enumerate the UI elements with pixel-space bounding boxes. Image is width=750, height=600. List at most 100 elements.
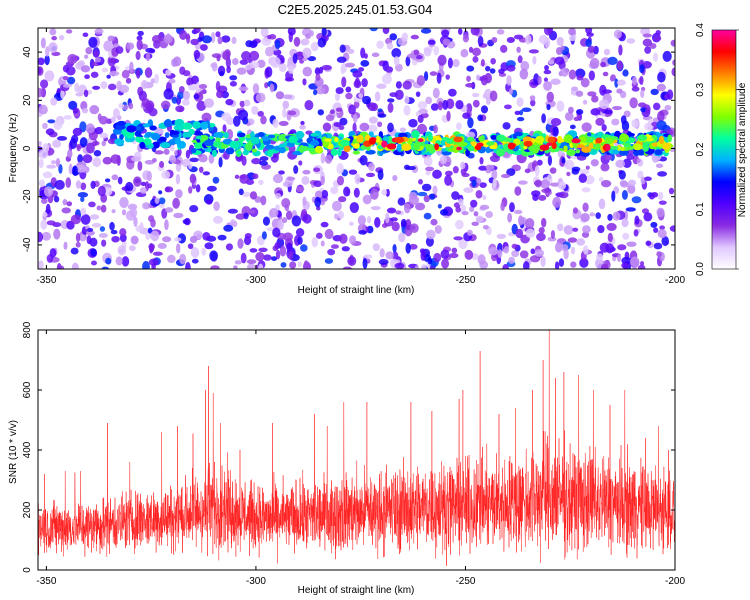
spectrogram-cell bbox=[189, 173, 197, 184]
spectrogram-cell bbox=[482, 224, 489, 230]
spectrogram-cell bbox=[264, 82, 269, 89]
spectrogram-cell bbox=[349, 235, 357, 245]
spectrogram-cell bbox=[353, 100, 360, 109]
spectrogram-cell bbox=[605, 154, 612, 161]
spectrogram-cell bbox=[382, 73, 392, 85]
spectrogram-cell bbox=[81, 107, 89, 114]
spectrogram-cell bbox=[302, 214, 312, 224]
spectrogram-cell bbox=[135, 50, 141, 61]
spectrogram-cell bbox=[58, 163, 63, 174]
spectrogram-cell bbox=[75, 164, 86, 173]
spectrogram-cell bbox=[139, 187, 147, 194]
spectrogram-cell bbox=[302, 169, 311, 175]
spectrogram-cell bbox=[239, 173, 249, 184]
chart-title: C2E5.2025.245.01.53.G04 bbox=[278, 2, 433, 17]
spectrogram-cell bbox=[466, 65, 475, 72]
spectrogram-cell bbox=[75, 180, 82, 189]
spectrogram-cell bbox=[352, 114, 358, 124]
spectrogram-cell bbox=[286, 176, 296, 181]
spectrogram-cell bbox=[387, 102, 394, 113]
spectrogram-cell bbox=[600, 61, 607, 68]
spectrogram-cell bbox=[51, 35, 58, 41]
spectrogram-cell bbox=[543, 77, 549, 83]
spectrogram-cell bbox=[331, 200, 342, 212]
spectrogram-cell bbox=[257, 110, 264, 117]
spectrogram-cell bbox=[65, 177, 72, 189]
spectrogram-band-cell bbox=[563, 134, 574, 143]
spectrogram-cell bbox=[519, 250, 529, 259]
spectrogram-band-cell bbox=[466, 136, 475, 143]
spectrogram-cell bbox=[600, 180, 612, 188]
spectrogram-cell bbox=[139, 222, 144, 233]
spectrogram-cell bbox=[656, 83, 666, 92]
spectrogram-cell bbox=[46, 164, 57, 169]
spectrogram-cell bbox=[230, 219, 236, 226]
spectrogram-cell bbox=[572, 227, 579, 232]
spectrogram-cell bbox=[339, 44, 346, 53]
spectrogram-cell bbox=[71, 262, 79, 269]
spectrogram-cell bbox=[86, 227, 94, 232]
spectrogram-cell bbox=[625, 207, 636, 212]
spectrogram-cell bbox=[600, 163, 610, 172]
spectrogram-cell bbox=[160, 100, 171, 110]
spectrogram-cell bbox=[212, 176, 220, 184]
spectrogram-band-cell bbox=[368, 131, 374, 137]
spectrogram-cell bbox=[653, 102, 661, 111]
spectrogram-cell bbox=[202, 171, 211, 176]
spectrogram-cell bbox=[544, 28, 553, 36]
spectrogram-cell bbox=[622, 232, 630, 240]
spectrogram-cell bbox=[339, 233, 348, 244]
spectrogram-cell bbox=[173, 149, 179, 156]
spectrogram-cell bbox=[647, 118, 653, 130]
spectrogram-cell bbox=[133, 176, 142, 187]
spectrogram-cell bbox=[190, 38, 199, 46]
spectrogram-band-cell bbox=[278, 147, 286, 154]
spectrogram-cell bbox=[77, 192, 89, 198]
spectrogram-cell bbox=[657, 71, 666, 83]
spectrogram-cell bbox=[84, 74, 90, 80]
spectrogram-cell bbox=[417, 191, 428, 197]
spectrogram-band-cell bbox=[200, 135, 209, 141]
spectrogram-cell bbox=[436, 72, 442, 84]
spectrogram-cell bbox=[513, 34, 524, 40]
spectrogram-cell bbox=[215, 31, 221, 38]
spectrogram-cell bbox=[506, 168, 516, 177]
spectrogram-cell bbox=[70, 214, 82, 225]
spectrogram-cell bbox=[414, 202, 426, 211]
spectrogram-band-cell bbox=[174, 118, 185, 128]
spectrogram-cell bbox=[38, 104, 48, 115]
spectrogram-band-cell bbox=[208, 135, 214, 140]
spectrogram-cell bbox=[249, 61, 260, 69]
spectrogram-cell bbox=[465, 103, 473, 114]
spectrogram-cell bbox=[462, 112, 471, 119]
spectrogram-cell bbox=[225, 243, 234, 251]
spectrogram-band-cell bbox=[496, 134, 506, 142]
spectrogram-band-cell bbox=[278, 133, 289, 142]
spectrogram-cell bbox=[658, 200, 667, 205]
spectrogram-cell bbox=[232, 57, 239, 66]
spectrogram-cell bbox=[425, 236, 434, 247]
spectrogram-cell bbox=[111, 235, 120, 243]
spectrogram-band-cell bbox=[203, 139, 214, 147]
spectrogram-cell bbox=[239, 59, 249, 65]
spectrogram-cell bbox=[210, 31, 216, 44]
spectrogram-cell bbox=[571, 166, 581, 172]
spectrogram-band-cell bbox=[489, 145, 496, 150]
spectrogram-x-tick-label: -350 bbox=[36, 275, 56, 286]
snr-x-axis-label: Height of straight line (km) bbox=[298, 585, 415, 596]
spectrogram-x-tick-label: -300 bbox=[246, 275, 266, 286]
spectrogram-cell bbox=[99, 226, 106, 232]
spectrogram-cell bbox=[231, 36, 237, 45]
spectrogram-cell bbox=[521, 107, 532, 112]
spectrogram-cell bbox=[191, 258, 199, 264]
spectrogram-cell bbox=[54, 179, 65, 190]
spectrogram-cell bbox=[52, 139, 62, 148]
spectrogram-cell bbox=[558, 258, 565, 267]
spectrogram-cell bbox=[320, 197, 326, 206]
spectrogram-cell bbox=[270, 56, 281, 68]
spectrogram-cell bbox=[235, 213, 246, 220]
spectrogram-band-cell bbox=[343, 145, 351, 153]
spectrogram-cell bbox=[405, 242, 411, 254]
spectrogram-cell bbox=[121, 69, 130, 79]
spectrogram-cell bbox=[55, 157, 61, 168]
